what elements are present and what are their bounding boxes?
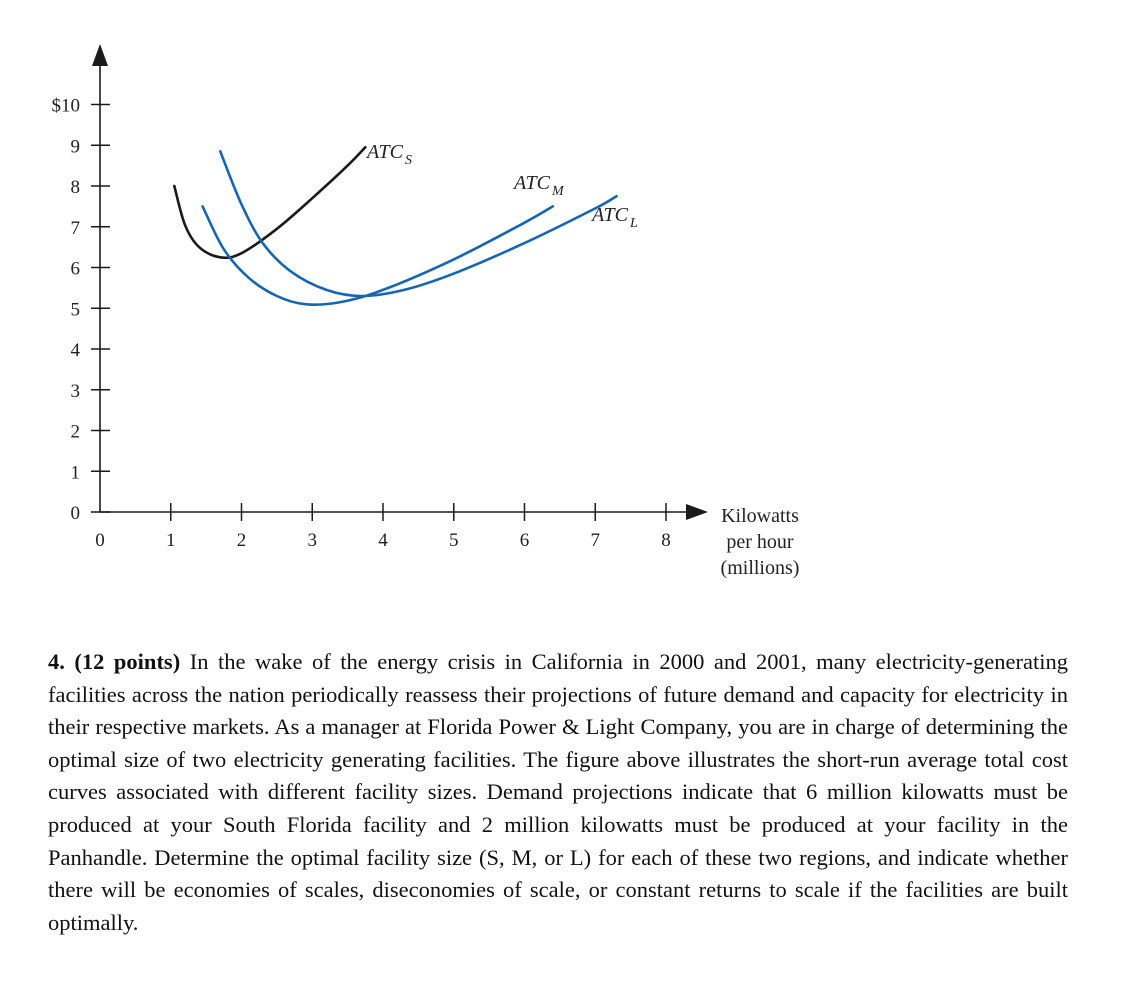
curve-labels: ATC S ATC M ATC L: [365, 141, 638, 231]
problem-text: In the wake of the energy crisis in Cali…: [48, 649, 1068, 935]
x-axis-arrowhead: [686, 504, 708, 520]
problem-number: 4. (12 points): [48, 649, 181, 674]
y-tick-label-7: 7: [71, 218, 81, 239]
atc-m-curve: [201, 205, 555, 306]
atc-s-label: ATC S: [365, 141, 412, 168]
atc-cost-chart: 0 1 2 3 4 5 6 7 8 9 $10 0 1 2 3 4 5 6 7 8 Kilowatts per ho…: [52, 44, 799, 579]
atc-m-label: ATC M: [512, 172, 565, 199]
y-tick-label-0: 0: [71, 503, 81, 524]
y-tick-label-8: 8: [71, 177, 81, 198]
atc-l-label: ATC L: [590, 204, 638, 231]
problem-statement: 4. (12 points) In the wake of the energy…: [48, 646, 1068, 939]
atc-l-curve: [219, 150, 618, 298]
x-tick-label-3: 3: [308, 530, 318, 551]
y-tick-label-10: $10: [52, 96, 81, 117]
y-axis-arrowhead: [92, 44, 108, 66]
y-tick-label-5: 5: [71, 299, 81, 320]
x-tick-label-2: 2: [237, 530, 247, 551]
x-tick-label-1: 1: [166, 530, 176, 551]
y-tick-label-4: 4: [71, 340, 81, 361]
x-tick-label-7: 7: [591, 530, 601, 551]
x-tick-label-0: 0: [95, 530, 105, 551]
y-tick-label-2: 2: [71, 422, 81, 443]
y-tick-label-6: 6: [71, 259, 81, 280]
y-tick-label-3: 3: [71, 381, 81, 402]
x-axis: 0 1 2 3 4 5 6 7 8 Kilowatts per hour (millions): [95, 503, 799, 579]
x-tick-label-4: 4: [378, 530, 388, 551]
x-axis-title-line-3: (millions): [721, 557, 800, 579]
x-tick-label-6: 6: [520, 530, 530, 551]
y-ticks: 0 1 2 3 4 5 6 7 8 9 $10: [52, 96, 110, 524]
x-axis-title-line-1: Kilowatts: [721, 505, 799, 527]
x-axis-title-line-2: per hour: [726, 531, 794, 553]
atc-s-curve: [173, 146, 367, 260]
y-tick-label-1: 1: [71, 462, 81, 483]
y-axis: 0 1 2 3 4 5 6 7 8 9 $10: [52, 44, 110, 524]
x-ticks: 0 1 2 3 4 5 6 7 8: [95, 503, 671, 551]
y-tick-label-9: 9: [71, 136, 81, 157]
cost-curves: [173, 146, 618, 306]
x-tick-label-5: 5: [449, 530, 459, 551]
x-tick-label-8: 8: [661, 530, 671, 551]
